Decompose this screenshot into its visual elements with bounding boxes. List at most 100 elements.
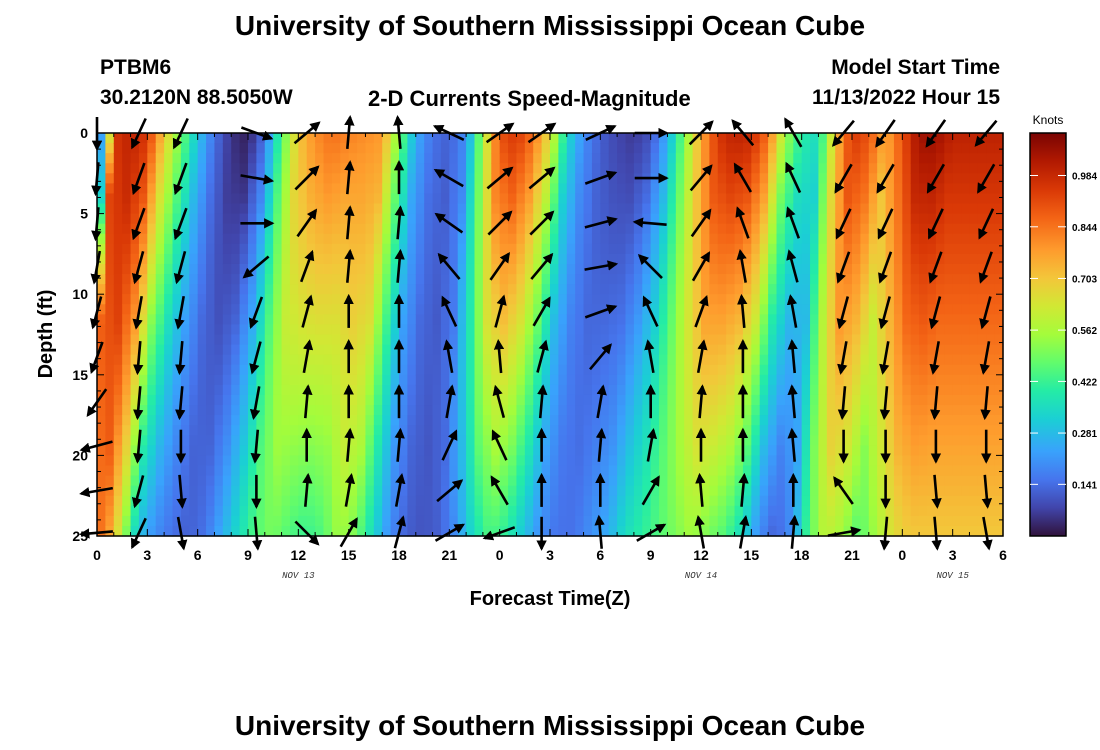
heatmap-cell xyxy=(566,364,576,376)
heatmap-cell xyxy=(650,203,660,215)
heatmap-cell xyxy=(449,213,459,225)
heatmap-cell xyxy=(357,223,367,235)
heatmap-cell xyxy=(348,354,358,366)
heatmap-cell xyxy=(583,525,593,537)
heatmap-cell xyxy=(659,263,669,275)
current-vector xyxy=(537,384,548,419)
current-vector xyxy=(176,474,187,509)
heatmap-cell xyxy=(591,183,601,195)
heatmap-cell xyxy=(684,284,694,295)
current-vector xyxy=(930,386,941,421)
heatmap-cell xyxy=(893,515,903,527)
heatmap-cell xyxy=(734,374,744,386)
heatmap-cell xyxy=(860,334,870,346)
heatmap-cell xyxy=(734,505,744,517)
heatmap-cell xyxy=(600,324,610,336)
heatmap-cell xyxy=(591,233,601,245)
heatmap-cell xyxy=(868,284,878,295)
heatmap-cell xyxy=(449,133,459,144)
heatmap-cell xyxy=(516,525,526,537)
heatmap-cell xyxy=(961,243,971,255)
heatmap-cell xyxy=(860,284,870,295)
heatmap-cell xyxy=(969,405,979,416)
heatmap-cell xyxy=(768,203,778,215)
heatmap-cell xyxy=(843,344,853,356)
heatmap-cell xyxy=(214,394,224,406)
heatmap-cell xyxy=(357,143,367,154)
heatmap-cell xyxy=(122,314,132,326)
x-tick-label: 21 xyxy=(844,547,860,563)
heatmap-cell xyxy=(382,334,392,346)
heatmap-cell xyxy=(927,334,937,346)
heatmap-cell xyxy=(709,203,719,215)
heatmap-cell xyxy=(197,525,207,537)
heatmap-cell xyxy=(231,455,241,467)
heatmap-cell xyxy=(726,173,736,184)
heatmap-cell xyxy=(172,284,182,295)
heatmap-cell xyxy=(742,213,752,225)
heatmap-cell xyxy=(776,465,786,477)
heatmap-cell xyxy=(222,253,232,265)
heatmap-cell xyxy=(667,153,677,164)
heatmap-cell xyxy=(675,294,685,305)
heatmap-cell xyxy=(516,243,526,255)
heatmap-cell xyxy=(432,425,442,436)
heatmap-cell xyxy=(860,475,870,487)
heatmap-cell xyxy=(558,133,568,144)
heatmap-cell xyxy=(843,425,853,436)
heatmap-cell xyxy=(524,243,534,255)
heatmap-cell xyxy=(432,294,442,305)
heatmap-cell xyxy=(885,405,895,416)
heatmap-cell xyxy=(935,475,945,487)
heatmap-cell xyxy=(625,334,635,346)
heatmap-cell xyxy=(306,223,316,235)
heatmap-cell xyxy=(97,435,106,446)
heatmap-cell xyxy=(499,324,509,336)
heatmap-cell xyxy=(256,515,266,527)
heatmap-cell xyxy=(214,274,224,285)
heatmap-cell xyxy=(323,173,333,184)
heatmap-cell xyxy=(675,374,685,386)
heatmap-cell xyxy=(944,153,954,164)
heatmap-cell xyxy=(399,314,408,326)
heatmap-cell xyxy=(382,505,392,517)
heatmap-cell xyxy=(206,475,216,487)
heatmap-cell xyxy=(482,143,492,154)
heatmap-cell xyxy=(155,203,165,215)
heatmap-cell xyxy=(893,354,903,366)
heatmap-cell xyxy=(524,505,534,517)
heatmap-cell xyxy=(868,384,878,396)
heatmap-cell xyxy=(147,384,157,396)
heatmap-cell xyxy=(742,435,752,446)
heatmap-cell xyxy=(843,284,853,295)
heatmap-cell xyxy=(323,405,333,416)
heatmap-cell xyxy=(466,213,476,225)
heatmap-cell xyxy=(617,304,627,315)
heatmap-cell xyxy=(105,495,115,507)
heatmap-cell xyxy=(155,354,165,366)
heatmap-cell xyxy=(415,173,425,184)
heatmap-cell xyxy=(365,173,375,184)
heatmap-cell xyxy=(852,344,861,356)
heatmap-cell xyxy=(516,495,526,507)
heatmap-cell xyxy=(516,284,526,295)
heatmap-cell xyxy=(667,294,677,305)
heatmap-cell xyxy=(885,415,895,426)
heatmap-cell xyxy=(650,143,660,154)
heatmap-cell xyxy=(231,445,241,456)
heatmap-cell xyxy=(482,153,492,164)
heatmap-cell xyxy=(533,253,543,265)
heatmap-cell xyxy=(474,435,484,446)
heatmap-cell xyxy=(524,153,534,164)
heatmap-cell xyxy=(541,183,551,195)
heatmap-cell xyxy=(323,233,333,245)
heatmap-cell xyxy=(281,263,291,275)
heatmap-cell xyxy=(608,425,618,436)
heatmap-cell xyxy=(105,374,115,386)
heatmap-cell xyxy=(516,223,526,235)
heatmap-cell xyxy=(524,334,534,346)
heatmap-cell xyxy=(508,304,518,315)
heatmap-cell xyxy=(742,253,752,265)
heatmap-cell xyxy=(835,304,845,315)
heatmap-cell xyxy=(843,223,853,235)
